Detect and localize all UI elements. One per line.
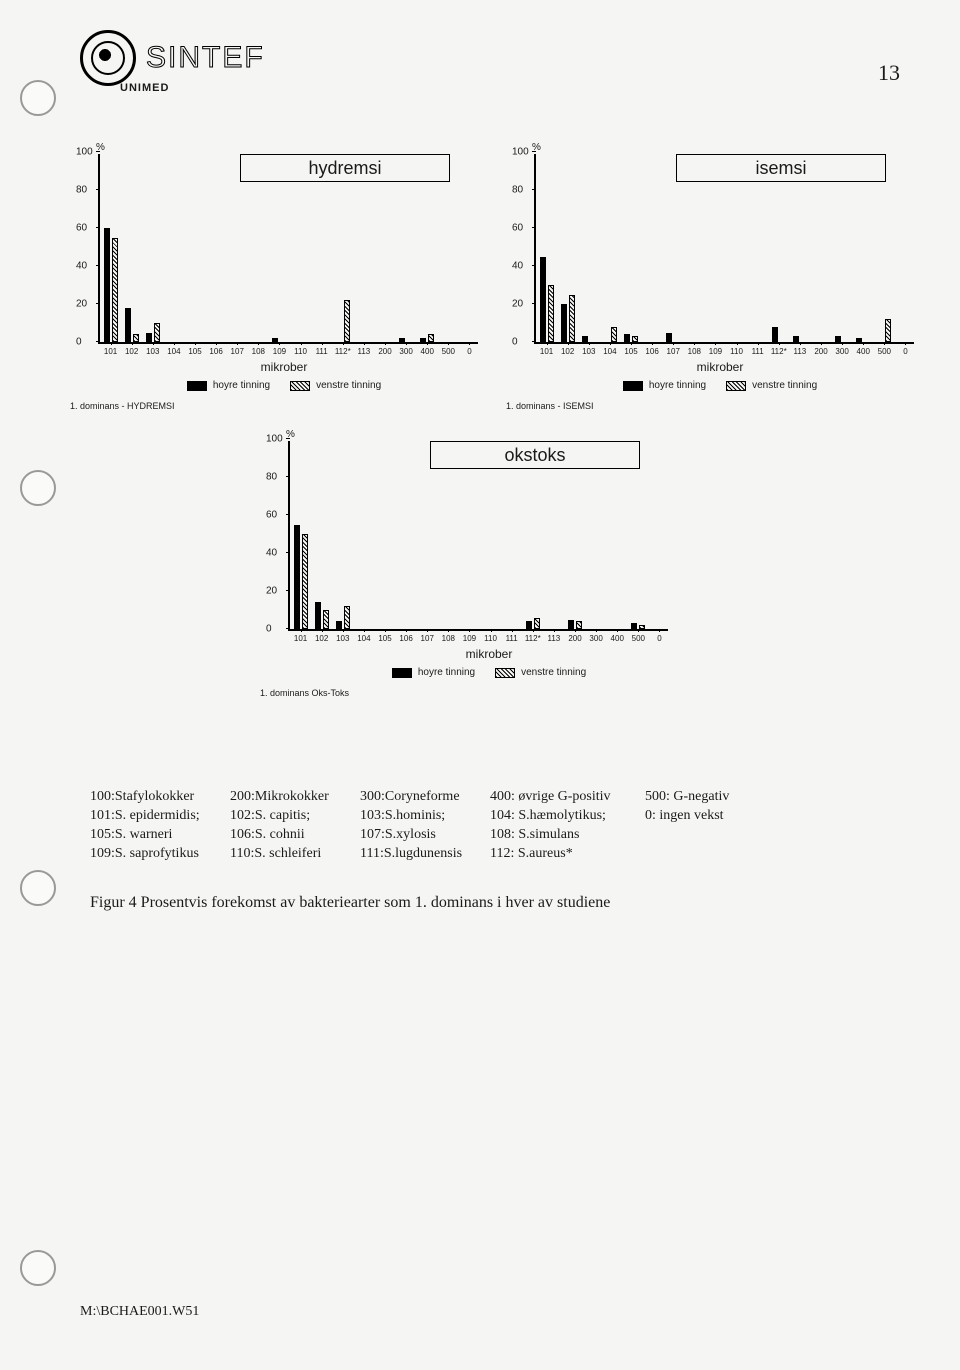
logo-mark	[80, 30, 136, 86]
key-cell: 104: S.hæmolytikus;	[490, 807, 645, 826]
key-cell: 0: ingen vekst	[645, 807, 765, 826]
chart-hydremsi: hydremsi % 02040608010010110210310410510…	[70, 154, 470, 411]
key-cell: 101:S. epidermidis;	[90, 807, 230, 826]
x-axis-label: mikrober	[534, 360, 906, 374]
chart-subcaption: 1. dominans Oks-Toks	[260, 688, 690, 698]
punch-hole	[20, 80, 56, 116]
key-cell: 100:Stafylokokker	[90, 788, 230, 807]
key-cell: 105:S. warneri	[90, 826, 230, 845]
punch-hole	[20, 870, 56, 906]
x-axis-label: mikrober	[98, 360, 470, 374]
footer-path: M:\BCHAE001.W51	[80, 1304, 199, 1320]
legend-label: hoyre tinning	[649, 380, 706, 391]
key-cell: 400: øvrige G-positiv	[490, 788, 645, 807]
chart-isemsi: isemsi % 0204060801001011021031041051061…	[506, 154, 906, 411]
key-cell: 103:S.hominis;	[360, 807, 490, 826]
legend-swatch-hatch	[290, 381, 310, 391]
brand-name: SINTEF	[146, 41, 265, 75]
key-cell: 106:S. cohnii	[230, 826, 360, 845]
punch-hole	[20, 1250, 56, 1286]
legend: hoyre tinning venstre tinning	[534, 380, 906, 391]
key-cell: 300:Coryneforme	[360, 788, 490, 807]
key-cell: 111:S.lugdunensis	[360, 845, 490, 864]
key-cell: 112: S.aureus*	[490, 845, 645, 864]
figure-caption: Figur 4 Prosentvis forekomst av bakterie…	[90, 894, 920, 912]
legend-swatch-solid	[392, 668, 412, 678]
legend-label: venstre tinning	[316, 380, 381, 391]
legend: hoyre tinning venstre tinning	[288, 667, 690, 678]
legend-swatch-solid	[623, 381, 643, 391]
punch-hole	[20, 470, 56, 506]
legend-label: hoyre tinning	[418, 667, 475, 678]
key-cell	[645, 826, 765, 845]
page-number: 13	[878, 60, 900, 86]
key-cell: 110:S. schleiferi	[230, 845, 360, 864]
brand-sub: UNIMED	[120, 82, 920, 94]
legend-label: hoyre tinning	[213, 380, 270, 391]
x-axis-label: mikrober	[288, 647, 690, 661]
legend-label: venstre tinning	[752, 380, 817, 391]
legend-swatch-hatch	[495, 668, 515, 678]
logo: SINTEF	[80, 30, 920, 86]
key-cell: 107:S.xylosis	[360, 826, 490, 845]
key-cell: 200:Mikrokokker	[230, 788, 360, 807]
legend: hoyre tinning venstre tinning	[98, 380, 470, 391]
key-cell: 109:S. saprofytikus	[90, 845, 230, 864]
chart-plot: % 02040608010010110210310410510610710810…	[534, 154, 914, 344]
chart-subcaption: 1. dominans - ISEMSI	[506, 401, 906, 411]
chart-subcaption: 1. dominans - HYDREMSI	[70, 401, 470, 411]
legend-swatch-hatch	[726, 381, 746, 391]
legend-label: venstre tinning	[521, 667, 586, 678]
species-key: 100:Stafylokokker 200:Mikrokokker 300:Co…	[90, 788, 920, 864]
key-cell: 500: G-negativ	[645, 788, 765, 807]
key-cell: 108: S.simulans	[490, 826, 645, 845]
key-cell: 102:S. capitis;	[230, 807, 360, 826]
chart-okstoks: okstoks % 020406080100101102103104105106…	[260, 441, 690, 698]
chart-plot: % 02040608010010110210310410510610710810…	[98, 154, 478, 344]
key-cell	[645, 845, 765, 864]
chart-plot: % 02040608010010110210310410510610710810…	[288, 441, 668, 631]
legend-swatch-solid	[187, 381, 207, 391]
